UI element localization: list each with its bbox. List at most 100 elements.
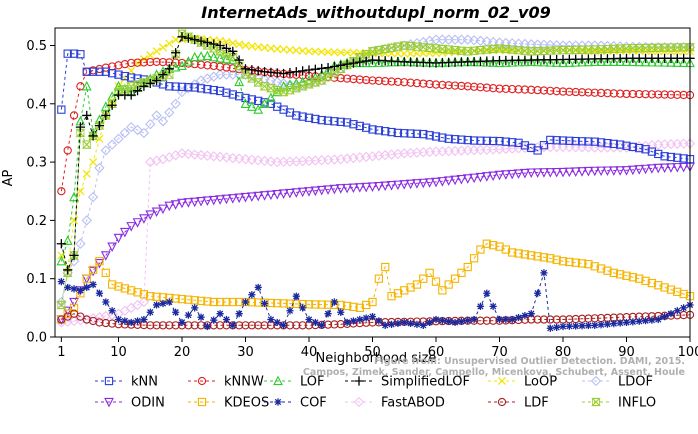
data-point xyxy=(438,316,446,325)
data-point xyxy=(304,65,314,75)
legend-label: KDEOS xyxy=(224,396,269,411)
data-point xyxy=(227,194,238,204)
data-point xyxy=(202,37,212,48)
series-simplifiedlof xyxy=(56,32,695,275)
data-point xyxy=(70,285,78,293)
data-point xyxy=(355,121,364,131)
data-point xyxy=(362,314,370,322)
data-point xyxy=(483,289,491,297)
legend-label: kNNW xyxy=(224,375,264,390)
data-point xyxy=(95,257,104,266)
data-point xyxy=(291,77,302,88)
data-point xyxy=(189,149,200,160)
data-point xyxy=(608,56,619,66)
data-point xyxy=(367,182,378,192)
data-point xyxy=(475,172,486,183)
data-point xyxy=(221,43,232,54)
data-point xyxy=(584,137,593,146)
data-point xyxy=(589,166,600,177)
data-point xyxy=(285,68,295,78)
data-point xyxy=(94,121,105,131)
data-point xyxy=(317,63,327,74)
data-point xyxy=(672,57,683,67)
data-point xyxy=(240,192,251,203)
data-point xyxy=(292,111,301,120)
data-point xyxy=(661,312,669,321)
data-point xyxy=(368,297,377,307)
data-point xyxy=(654,149,663,159)
data-point xyxy=(177,198,187,209)
data-point xyxy=(615,166,626,176)
data-point xyxy=(68,256,80,267)
data-point xyxy=(158,321,168,330)
data-point xyxy=(488,57,499,67)
data-point xyxy=(311,47,320,56)
data-point xyxy=(551,167,562,178)
data-point xyxy=(514,138,523,148)
data-point xyxy=(444,81,453,90)
data-point xyxy=(551,57,562,67)
data-point xyxy=(177,32,187,42)
data-point xyxy=(481,172,492,182)
x-tick-label: 30 xyxy=(237,345,254,360)
data-point xyxy=(640,56,651,67)
legend-label: LOF xyxy=(300,375,325,390)
data-point xyxy=(666,90,676,99)
data-point xyxy=(171,321,180,330)
data-point xyxy=(629,318,637,326)
data-point xyxy=(564,57,575,67)
data-point xyxy=(457,268,466,278)
data-point xyxy=(565,136,574,145)
data-point xyxy=(247,65,257,75)
legend-label: INFLO xyxy=(618,396,656,411)
data-point xyxy=(438,80,447,90)
legend-item-lof: LOF xyxy=(264,375,325,390)
data-point xyxy=(380,57,391,67)
legend-item-loop: LoOP xyxy=(488,375,557,390)
data-point xyxy=(214,151,226,163)
data-point xyxy=(101,67,110,76)
data-point xyxy=(526,168,537,178)
data-point xyxy=(222,88,231,97)
data-point xyxy=(183,33,193,43)
data-point xyxy=(635,317,643,325)
data-point xyxy=(259,73,270,85)
data-point xyxy=(615,140,625,149)
data-point xyxy=(152,57,161,66)
legend-marker xyxy=(591,397,601,407)
data-point xyxy=(457,81,466,91)
data-point xyxy=(381,321,389,329)
data-point xyxy=(412,280,422,289)
legend-marker xyxy=(497,376,507,386)
data-point xyxy=(596,166,607,177)
data-point xyxy=(145,119,156,130)
data-point xyxy=(311,300,320,309)
x-tick-label: 80 xyxy=(555,345,572,360)
data-point xyxy=(202,196,213,206)
data-point xyxy=(526,56,537,66)
data-point xyxy=(106,139,118,150)
x-tick-label: 1 xyxy=(57,345,65,360)
data-point xyxy=(425,79,434,89)
series-line-lof xyxy=(60,55,691,262)
data-point xyxy=(62,235,73,245)
legend-item-knnw: kNNW xyxy=(188,375,264,390)
data-point xyxy=(127,73,136,82)
data-point xyxy=(514,85,523,94)
data-point xyxy=(177,294,187,304)
x-tick-label: 60 xyxy=(428,345,445,360)
data-point xyxy=(254,298,263,307)
data-point xyxy=(400,286,409,295)
data-point xyxy=(298,321,307,330)
data-point xyxy=(88,266,99,277)
data-point xyxy=(527,143,536,153)
data-point xyxy=(463,135,472,145)
data-point xyxy=(635,143,644,153)
data-point xyxy=(298,46,307,55)
data-point xyxy=(208,51,219,62)
data-point xyxy=(513,38,524,49)
data-point xyxy=(552,315,561,324)
data-point xyxy=(235,92,244,101)
data-point xyxy=(570,57,581,67)
data-point xyxy=(196,60,206,69)
